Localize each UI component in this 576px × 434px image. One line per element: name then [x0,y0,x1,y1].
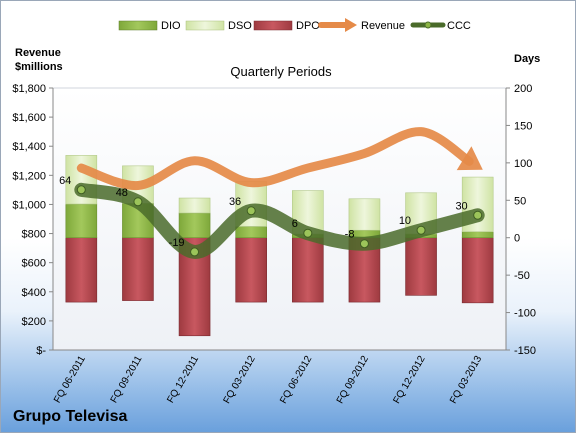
bar-dio [235,226,267,239]
left-tick-label: $1,800 [12,83,46,95]
revenue-line [76,127,474,191]
right-axis-title: Days [514,53,540,65]
legend-label-revenue: Revenue [361,20,405,32]
bar-dpo [405,237,437,296]
legend-item-dio: DIO [118,20,181,32]
ccc-data-label: -19 [169,237,185,249]
chart-title: Quarterly Periods [230,64,332,79]
right-tick-label: -150 [514,345,536,357]
left-tick-label: $1,000 [12,199,46,211]
legend-item-revenue: Revenue [318,18,405,32]
x-category-label: FQ 03-2012 [222,354,258,406]
right-tick-label: 0 [514,233,520,245]
ccc-data-label: 10 [399,215,411,227]
legend: DIO DSO DPO Revenue CCC [118,18,471,32]
ccc-point [359,239,369,249]
left-axis-title-line2: $millions [15,61,63,73]
company-name: Grupo Televisa [13,408,128,425]
ccc-point [246,206,256,216]
bar-dso [348,198,381,231]
left-tick-label: $1,200 [12,170,46,182]
bar-dpo [122,237,154,301]
right-tick-label: 100 [514,158,532,170]
ccc-data-label: 30 [455,200,467,212]
ccc-data-label: -8 [345,229,355,241]
bar-dpo [461,237,494,304]
left-tick-label: $800 [22,229,46,241]
left-tick-label: $1,400 [12,141,46,153]
ccc-point [473,210,483,220]
bar-dpo [292,237,324,303]
legend-label-dpo: DPO [296,20,320,32]
ccc-line [74,182,485,259]
legend-label-ccc: CCC [447,20,471,32]
legend-item-dpo: DPO [253,20,320,32]
bar-dio [461,231,494,239]
ccc-point [76,185,86,195]
legend-label-dso: DSO [228,20,252,32]
bar-dpo [65,237,98,303]
right-tick-label: -50 [514,270,530,282]
x-category-label: FQ 12-2012 [391,354,427,406]
legend-item-dso: DSO [185,20,252,32]
bar-dio [65,203,98,239]
ccc-point [133,197,143,207]
bar-dpo [235,237,267,303]
ccc-data-label: 6 [292,218,298,230]
right-tick-label: 150 [514,120,532,132]
ccc-point [416,225,426,235]
x-category-label: FQ 03-2013 [448,354,484,406]
left-tick-label: $1,600 [12,112,46,124]
x-category-label: FQ 12-2011 [165,354,201,405]
left-tick-label: $600 [22,258,46,270]
bar-dso [178,197,211,214]
x-category-label: FQ 09-2012 [335,354,371,406]
revenue-arrowhead [456,146,483,171]
left-axis-title-line1: Revenue [15,47,61,59]
legend-item-ccc: CCC [410,20,471,32]
ccc-point [303,228,313,238]
left-tick-label: $- [36,345,46,357]
ccc-data-label: 64 [59,175,71,187]
x-category-label: FQ 06-2011 [52,354,88,405]
right-tick-label: -100 [514,308,536,320]
bar-dio [178,212,211,239]
ccc-point [190,247,200,257]
ccc-data-label: 48 [116,187,128,199]
right-tick-label: 200 [514,83,532,95]
x-category-label: FQ 06-2012 [278,354,314,406]
left-tick-label: $400 [22,287,46,299]
lines-layer: 64 48 -19 36 6 -8 10 30 [59,127,485,259]
right-tick-label: 50 [514,195,526,207]
legend-label-dio: DIO [161,20,181,32]
x-category-label: FQ 09-2011 [109,354,145,405]
ccc-data-label: 36 [229,196,241,208]
left-tick-label: $200 [22,316,46,328]
